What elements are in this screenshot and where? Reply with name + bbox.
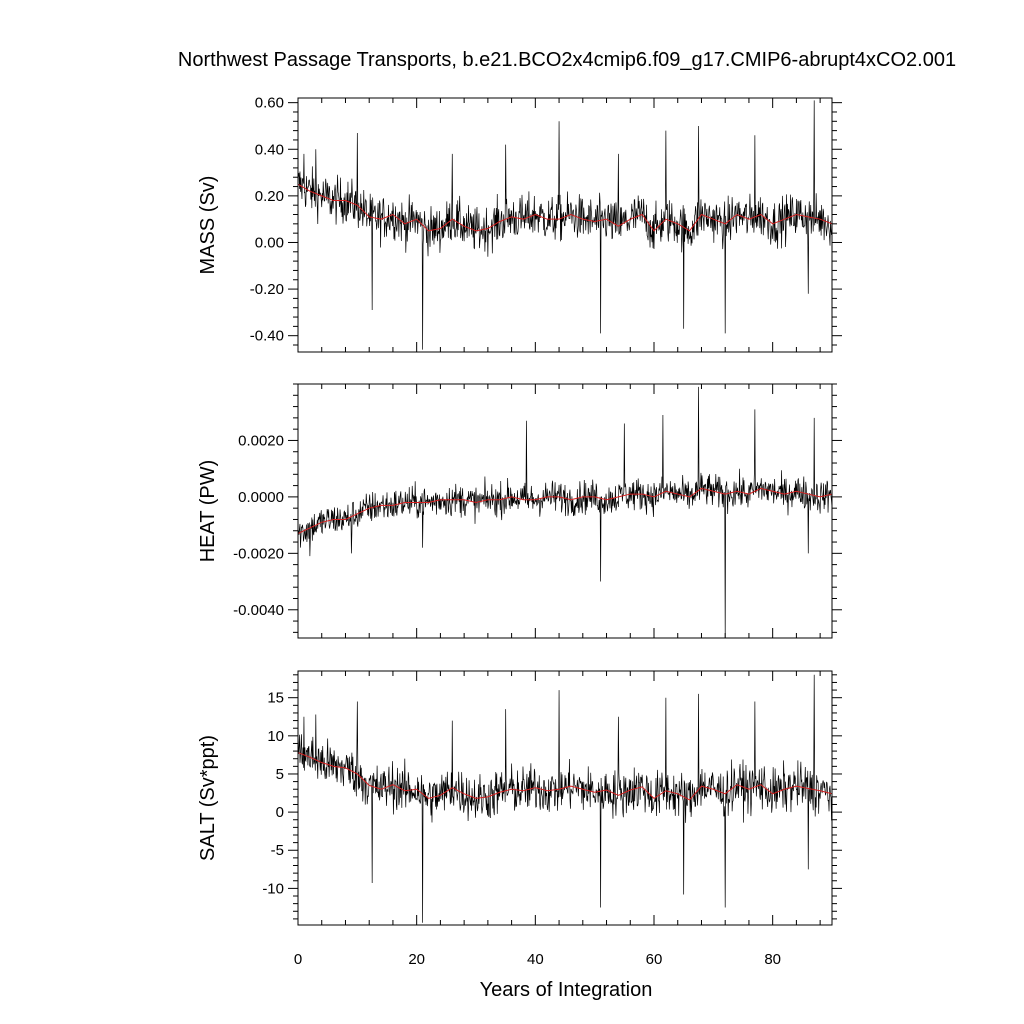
series-running-mean-salt <box>298 752 832 801</box>
x-tick-label: 0 <box>294 951 302 968</box>
plot-frame-heat <box>297 383 833 639</box>
y-tick-label-salt: 5 <box>276 766 284 783</box>
x-tick-label: 20 <box>408 951 425 968</box>
y-tick-label-heat: 0.0000 <box>238 489 284 506</box>
x-axis-label: Years of Integration <box>480 979 653 1001</box>
y-tick-label-mass: 0.20 <box>255 188 284 205</box>
panels-group: -0.40 -0.20 0.00 0.20 0.40 0.60 MASS (Sv) -0.00… <box>197 95 842 968</box>
y-tick-label-mass: -0.40 <box>250 328 284 345</box>
y-axis-label-mass: MASS (Sv) <box>197 176 219 275</box>
x-tick-label: 80 <box>764 951 781 968</box>
y-tick-label-salt: -10 <box>262 880 284 897</box>
series-monthly-salt <box>298 674 832 923</box>
y-tick-label-heat: 0.0020 <box>238 432 284 449</box>
series-running-mean-mass <box>298 183 832 232</box>
y-tick-label-mass: -0.20 <box>250 281 284 298</box>
y-tick-label-heat: -0.0020 <box>233 545 284 562</box>
y-tick-label-mass: 0.60 <box>255 95 284 112</box>
chart-title: Northwest Passage Transports, b.e21.BCO2… <box>178 49 956 71</box>
plot-frame-salt <box>297 670 833 926</box>
y-tick-label-heat: -0.0040 <box>233 602 284 619</box>
y-axis-label-salt: SALT (Sv*ppt) <box>197 735 219 861</box>
x-tick-label: 40 <box>527 951 544 968</box>
panel-salt: -10 -5 0 5 10 15 SALT (Sv*ppt) <box>197 670 842 926</box>
series-monthly-mass <box>298 100 832 350</box>
x-tick-label: 60 <box>646 951 663 968</box>
y-tick-label-salt: 0 <box>276 804 284 821</box>
series-running-mean-heat <box>298 487 832 535</box>
plot-frame-mass <box>297 97 833 353</box>
panel-mass: -0.40 -0.20 0.00 0.20 0.40 0.60 MASS (Sv) <box>197 95 842 353</box>
y-tick-label-mass: 0.00 <box>255 234 284 251</box>
y-axis-label-heat: HEAT (PW) <box>197 460 219 563</box>
y-tick-label-salt: -5 <box>271 842 284 859</box>
y-tick-label-salt: 10 <box>267 728 284 745</box>
panel-heat: -0.0040 -0.0020 0.0000 0.0020 HEAT (PW) <box>197 383 842 639</box>
series-monthly-heat <box>298 386 832 638</box>
y-tick-label-salt: 15 <box>267 690 284 707</box>
y-tick-label-mass: 0.40 <box>255 141 284 158</box>
